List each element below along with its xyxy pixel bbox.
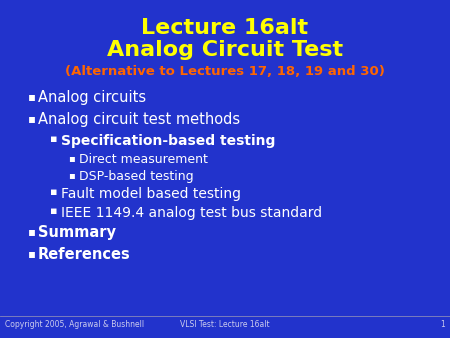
- Text: ▪: ▪: [28, 112, 36, 125]
- Text: References: References: [38, 247, 131, 262]
- Text: Summary: Summary: [38, 225, 116, 240]
- Text: ▪: ▪: [28, 225, 36, 238]
- Text: Analog Circuit Test: Analog Circuit Test: [107, 40, 343, 60]
- Text: Analog circuits: Analog circuits: [38, 90, 146, 105]
- Text: IEEE 1149.4 analog test bus standard: IEEE 1149.4 analog test bus standard: [61, 206, 322, 220]
- Text: Direct measurement: Direct measurement: [79, 153, 208, 166]
- Text: Specification-based testing: Specification-based testing: [61, 134, 275, 148]
- Text: DSP-based testing: DSP-based testing: [79, 170, 194, 183]
- Text: ▪: ▪: [28, 90, 36, 103]
- Text: Analog circuit test methods: Analog circuit test methods: [38, 112, 240, 127]
- Text: ▪: ▪: [28, 247, 36, 260]
- Text: Copyright 2005, Agrawal & Bushnell: Copyright 2005, Agrawal & Bushnell: [5, 320, 144, 329]
- Text: VLSI Test: Lecture 16alt: VLSI Test: Lecture 16alt: [180, 320, 270, 329]
- Text: (Alternative to Lectures 17, 18, 19 and 30): (Alternative to Lectures 17, 18, 19 and …: [65, 65, 385, 78]
- Text: ▪: ▪: [50, 187, 58, 197]
- Text: Fault model based testing: Fault model based testing: [61, 187, 241, 201]
- Text: ▪: ▪: [50, 134, 58, 144]
- Text: ▪: ▪: [68, 170, 75, 180]
- Text: Lecture 16alt: Lecture 16alt: [141, 18, 309, 38]
- Text: ▪: ▪: [68, 153, 75, 163]
- Text: ▪: ▪: [50, 206, 58, 216]
- Text: 1: 1: [440, 320, 445, 329]
